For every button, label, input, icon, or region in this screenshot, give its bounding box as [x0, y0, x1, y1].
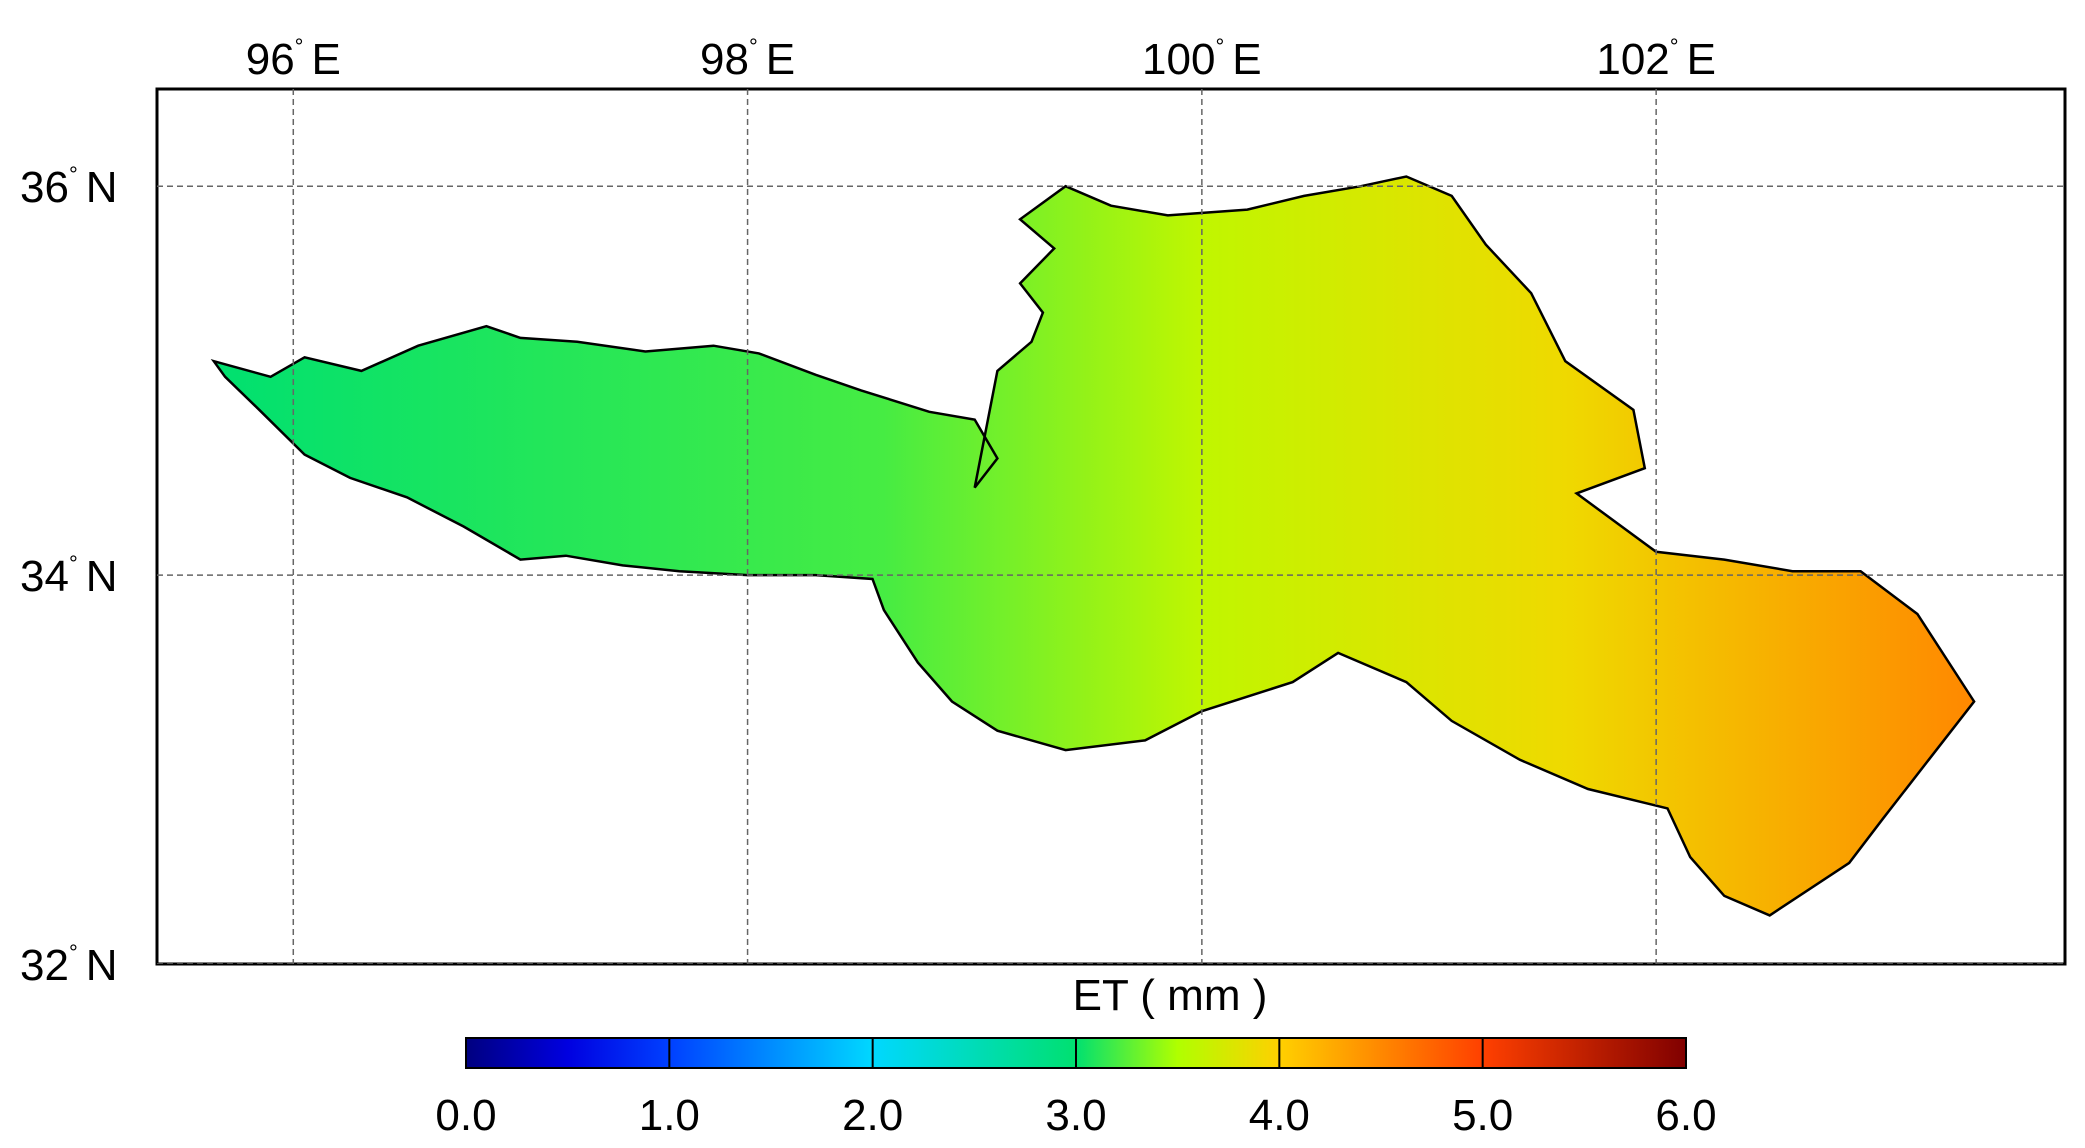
latitude-labels: 36° N34° N32° N — [20, 162, 118, 990]
graticule — [157, 89, 2065, 964]
hemisphere-letter: E — [766, 35, 795, 84]
colorbar-ticks: 0.0 1.0 2.0 3.0 4.0 5.0 6.0 — [435, 1038, 1717, 1140]
longitude-value: 100 — [1142, 35, 1215, 84]
longitude-value: 98 — [700, 35, 749, 84]
degree-symbol: ° — [69, 162, 78, 187]
colorbar-title: ET ( mm ) — [1073, 971, 1268, 1020]
degree-symbol: ° — [69, 551, 78, 576]
hemisphere-letter: N — [86, 552, 118, 601]
longitude-value: 96 — [246, 35, 295, 84]
colorbar-tick-label: 6.0 — [1655, 1091, 1716, 1140]
longitude-labels: 96° E 98° E 100° E 102° E — [246, 34, 1716, 84]
hemisphere-letter: E — [1232, 35, 1261, 84]
colorbar-tick-label: 0.0 — [435, 1091, 496, 1140]
longitude-label: 102° E — [1596, 34, 1716, 84]
longitude-label: 98° E — [700, 34, 795, 84]
colorbar-tick-label: 1.0 — [639, 1091, 700, 1140]
longitude-label: 100° E — [1142, 34, 1262, 84]
longitude-label: 96° E — [246, 34, 341, 84]
et-region-polygon — [210, 175, 1976, 917]
colorbar-tick-label: 3.0 — [1045, 1091, 1106, 1140]
longitude-value: 102 — [1596, 35, 1669, 84]
degree-symbol: ° — [749, 34, 758, 59]
latitude-value: 36 — [20, 163, 69, 212]
latitude-label: 36° N — [20, 162, 118, 212]
colorbar-tick-label: 5.0 — [1452, 1091, 1513, 1140]
hemisphere-letter: N — [86, 941, 118, 990]
colorbar-tick-label: 4.0 — [1249, 1091, 1310, 1140]
degree-symbol: ° — [1215, 34, 1224, 59]
latitude-value: 32 — [20, 941, 69, 990]
latitude-label: 34° N — [20, 551, 118, 601]
colorbar-tick-label: 2.0 — [842, 1091, 903, 1140]
latitude-label: 32° N — [20, 940, 118, 990]
hemisphere-letter: E — [311, 35, 340, 84]
degree-symbol: ° — [295, 34, 304, 59]
et-region-layer — [210, 175, 1976, 917]
degree-symbol: ° — [1670, 34, 1679, 59]
hemisphere-letter: N — [86, 163, 118, 212]
hemisphere-letter: E — [1687, 35, 1716, 84]
degree-symbol: ° — [69, 940, 78, 965]
latitude-value: 34 — [20, 552, 69, 601]
